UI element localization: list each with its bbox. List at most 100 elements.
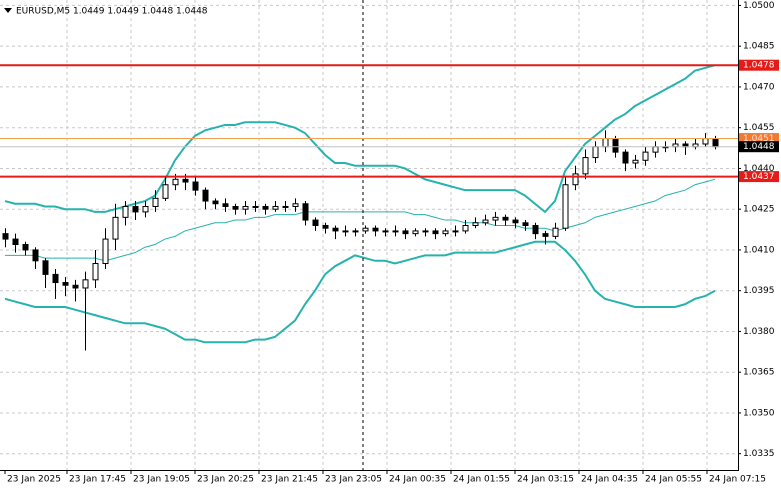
candle <box>572 165 579 191</box>
candle <box>582 149 589 180</box>
level-label: 1.0437 <box>743 172 775 182</box>
candle <box>262 203 269 215</box>
x-tick-label: 23 Jan 23:05 <box>325 475 382 485</box>
y-tick-label: 1.0380 <box>743 327 775 337</box>
candle-body <box>92 263 99 281</box>
candle-body <box>212 200 219 205</box>
y-tick-label: 1.0335 <box>743 449 775 459</box>
candle-body <box>472 222 479 226</box>
candle <box>82 271 89 351</box>
candle-body <box>12 238 19 246</box>
candle-body <box>122 205 129 218</box>
candle <box>202 187 209 210</box>
level-label: 1.0448 <box>743 142 775 152</box>
y-tick-label: 1.0350 <box>743 408 775 418</box>
candle-body <box>272 205 279 210</box>
level-label-bg <box>739 59 779 71</box>
candle-body <box>712 138 719 148</box>
candle-body <box>252 205 259 208</box>
candle-body <box>462 224 469 232</box>
candle-body <box>232 205 239 210</box>
candle <box>402 228 409 240</box>
y-tick-label: 1.0485 <box>743 42 775 52</box>
x-tick-label: 23 Jan 21:45 <box>261 475 318 485</box>
candle <box>32 247 39 269</box>
candle-body <box>282 205 289 208</box>
candle-body <box>142 205 149 213</box>
candle-body <box>542 233 549 237</box>
candle-body <box>592 146 599 159</box>
candle-body <box>52 273 59 284</box>
candle <box>272 201 279 212</box>
axis-labels: 1.0500 1.0485 1.0470 1.0455 1.0440 1.0425 1.04… <box>4 1 775 485</box>
candle-body <box>32 249 39 262</box>
candle <box>432 228 439 240</box>
candle <box>52 268 59 299</box>
candle-body <box>222 203 229 207</box>
candle <box>162 176 169 202</box>
candle-body <box>442 230 449 235</box>
candle <box>342 225 349 237</box>
candle <box>522 220 529 231</box>
candle-body <box>292 203 299 207</box>
candle <box>642 146 649 166</box>
candle <box>102 228 109 269</box>
level-label-bg <box>739 171 779 183</box>
candle <box>92 249 99 288</box>
candle <box>492 211 499 226</box>
candle-body <box>352 230 359 233</box>
y-tick-label: 1.0410 <box>743 245 775 255</box>
candle-body <box>642 151 649 161</box>
candle-body <box>422 230 429 233</box>
candle-body <box>42 260 49 275</box>
level-label: 1.0478 <box>743 61 775 71</box>
candle-body <box>342 230 349 233</box>
candle <box>412 228 419 237</box>
candle <box>322 222 329 234</box>
candle-body <box>702 138 709 145</box>
x-tick-label: 24 Jan 04:35 <box>581 475 638 485</box>
candle <box>212 198 219 210</box>
candle <box>512 217 519 229</box>
candle-body <box>332 227 339 232</box>
y-tick-label: 1.0500 <box>743 1 775 11</box>
y-tick-label: 1.0425 <box>743 205 775 215</box>
candle <box>22 241 29 256</box>
menu-arrow[interactable] <box>4 8 12 13</box>
candle <box>242 201 249 215</box>
candle-body <box>2 233 9 240</box>
candle <box>292 198 299 212</box>
candle <box>152 190 159 212</box>
candle <box>142 201 149 218</box>
candle-body <box>182 178 189 183</box>
x-tick-label: 24 Jan 07:15 <box>709 475 766 485</box>
y-tick-label: 1.0470 <box>743 82 775 92</box>
candle-body <box>162 184 169 199</box>
candle <box>72 279 79 302</box>
plot <box>2 64 719 351</box>
x-tick-label: 24 Jan 05:55 <box>645 475 702 485</box>
x-tick-label: 23 Jan 2025 <box>7 475 61 485</box>
candle <box>382 228 389 237</box>
candle <box>12 233 19 253</box>
candle-body <box>502 216 509 221</box>
candle <box>112 203 119 250</box>
candle <box>372 225 379 237</box>
candle-body <box>562 184 569 229</box>
y-tick-label: 1.0395 <box>743 286 775 296</box>
candle-body <box>632 159 639 164</box>
candle <box>562 176 569 231</box>
candle <box>442 228 449 237</box>
candle-body <box>482 219 489 224</box>
candle-body <box>362 227 369 232</box>
candle <box>352 228 359 237</box>
candle-body <box>172 178 179 186</box>
candle-body <box>412 230 419 235</box>
candle-body <box>102 238 109 265</box>
candle <box>302 201 309 226</box>
x-tick-label: 24 Jan 01:55 <box>453 475 510 485</box>
candle <box>2 228 9 248</box>
candle <box>42 258 49 288</box>
x-tick-label: 24 Jan 03:15 <box>517 475 574 485</box>
candle-body <box>652 146 659 153</box>
